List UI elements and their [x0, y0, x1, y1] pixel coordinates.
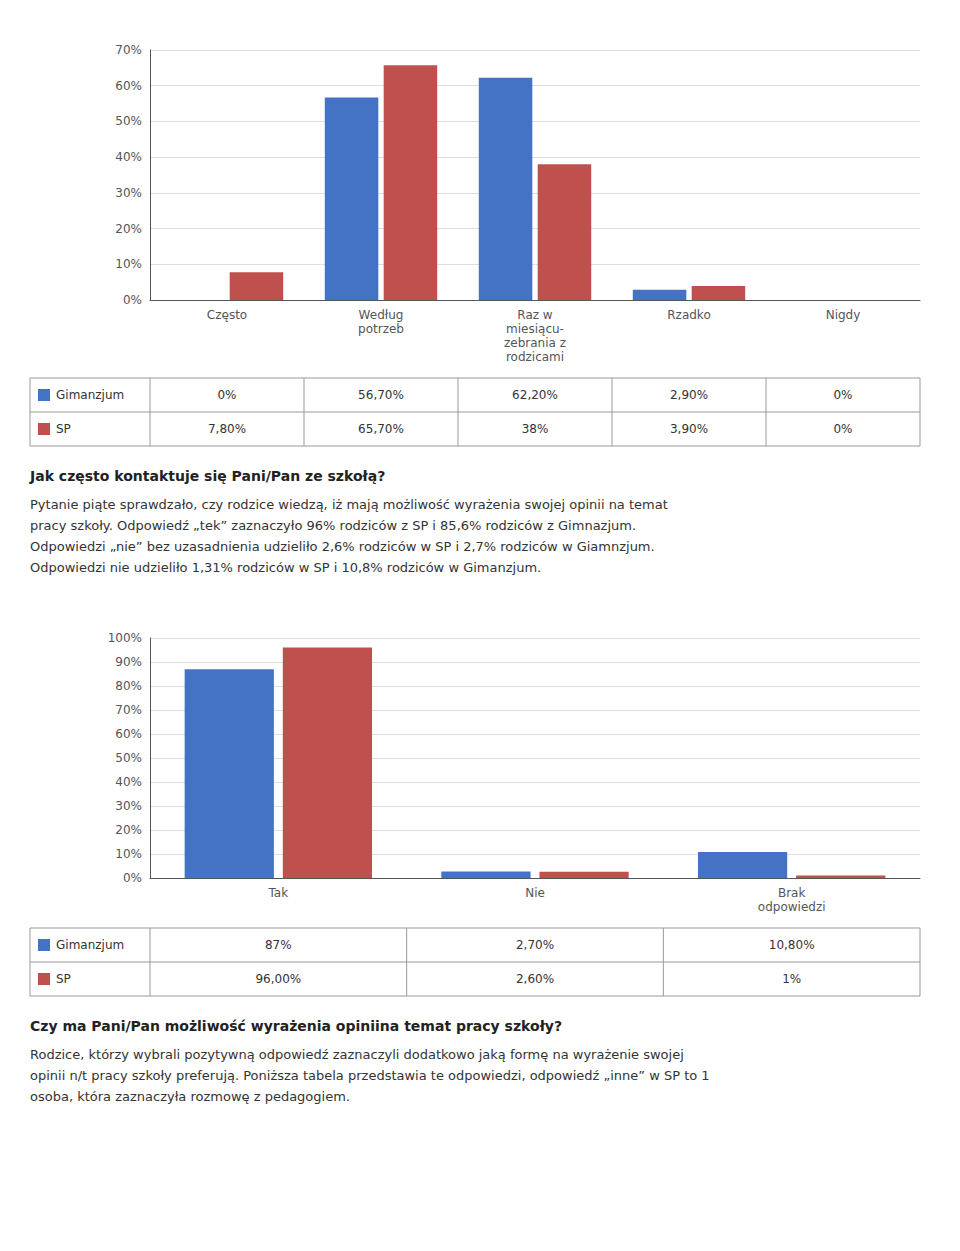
svg-text:62,20%: 62,20% [512, 388, 558, 402]
svg-text:0%: 0% [123, 871, 142, 885]
svg-text:60%: 60% [115, 79, 142, 93]
svg-text:Tak: Tak [268, 886, 289, 900]
svg-text:20%: 20% [115, 222, 142, 236]
svg-text:70%: 70% [115, 703, 142, 717]
svg-text:38%: 38% [522, 422, 549, 436]
svg-text:100%: 100% [108, 631, 142, 645]
svg-text:56,70%: 56,70% [358, 388, 404, 402]
svg-text:potrzeb: potrzeb [358, 322, 404, 336]
svg-text:2,90%: 2,90% [670, 388, 708, 402]
svg-text:3,90%: 3,90% [670, 422, 708, 436]
svg-text:10%: 10% [115, 847, 142, 861]
svg-text:60%: 60% [115, 727, 142, 741]
svg-text:30%: 30% [115, 799, 142, 813]
svg-text:rodzicami: rodzicami [506, 350, 564, 364]
svg-text:Odpowiedzi nie udzieliło 1,31%: Odpowiedzi nie udzieliło 1,31% rodziców … [30, 560, 541, 575]
svg-text:87%: 87% [265, 938, 292, 952]
svg-text:Brak: Brak [778, 886, 806, 900]
svg-text:Odpowiedzi „nie” bez uzasadnie: Odpowiedzi „nie” bez uzasadnienia udziel… [30, 539, 655, 554]
svg-text:90%: 90% [115, 655, 142, 669]
svg-text:50%: 50% [115, 114, 142, 128]
svg-text:50%: 50% [115, 751, 142, 765]
svg-text:Raz w: Raz w [517, 308, 553, 322]
svg-text:miesiącu-: miesiącu- [506, 322, 564, 336]
svg-text:80%: 80% [115, 679, 142, 693]
svg-text:osoba, która zaznaczyła rozmow: osoba, która zaznaczyła rozmowę z pedago… [30, 1089, 350, 1104]
svg-text:Pytanie piąte sprawdzało, czy: Pytanie piąte sprawdzało, czy rodzice wi… [30, 497, 668, 512]
svg-text:20%: 20% [115, 823, 142, 837]
svg-text:0%: 0% [123, 293, 142, 307]
svg-text:0%: 0% [833, 422, 852, 436]
svg-text:Nie: Nie [525, 886, 545, 900]
svg-text:SP: SP [56, 972, 71, 986]
svg-text:Jak często kontaktuje się Pani: Jak często kontaktuje się Pani/Pan ze sz… [29, 468, 385, 484]
svg-text:96,00%: 96,00% [255, 972, 301, 986]
svg-text:7,80%: 7,80% [208, 422, 246, 436]
svg-text:Rzadko: Rzadko [667, 308, 710, 322]
svg-text:Często: Często [207, 308, 247, 322]
svg-text:10,80%: 10,80% [769, 938, 815, 952]
svg-text:2,60%: 2,60% [516, 972, 554, 986]
svg-text:Gimanzjum: Gimanzjum [56, 388, 124, 402]
svg-text:0%: 0% [833, 388, 852, 402]
svg-text:opinii n/t pracy szkoły prefer: opinii n/t pracy szkoły preferują. Poniż… [30, 1068, 710, 1083]
svg-text:65,70%: 65,70% [358, 422, 404, 436]
svg-text:40%: 40% [115, 775, 142, 789]
svg-text:10%: 10% [115, 257, 142, 271]
svg-text:1%: 1% [782, 972, 801, 986]
svg-text:Według: Według [359, 308, 404, 322]
svg-text:0%: 0% [217, 388, 236, 402]
svg-text:pracy szkoły. Odpowiedź „tek”: pracy szkoły. Odpowiedź „tek” zaznaczyło… [30, 518, 636, 533]
svg-text:40%: 40% [115, 150, 142, 164]
svg-text:odpowiedzi: odpowiedzi [758, 900, 826, 914]
svg-text:Nigdy: Nigdy [826, 308, 861, 322]
svg-text:SP: SP [56, 422, 71, 436]
svg-text:2,70%: 2,70% [516, 938, 554, 952]
svg-text:30%: 30% [115, 186, 142, 200]
svg-text:zebrania z: zebrania z [504, 336, 566, 350]
svg-text:70%: 70% [115, 43, 142, 57]
svg-text:Gimanzjum: Gimanzjum [56, 938, 124, 952]
svg-text:Czy ma Pani/Pan możliwość wyra: Czy ma Pani/Pan możliwość wyrażenia opin… [30, 1018, 562, 1034]
svg-text:Rodzice, którzy wybrali pozyty: Rodzice, którzy wybrali pozytywną odpowi… [30, 1047, 684, 1062]
